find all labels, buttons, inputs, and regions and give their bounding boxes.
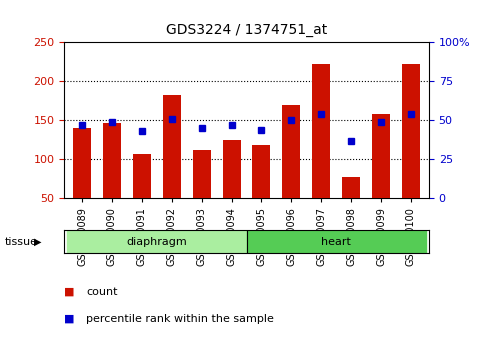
Bar: [252, 145, 271, 198]
Text: percentile rank within the sample: percentile rank within the sample: [86, 314, 274, 324]
Bar: [372, 114, 390, 198]
Text: ▶: ▶: [34, 236, 41, 247]
Text: heart: heart: [321, 236, 351, 247]
Bar: [282, 105, 300, 198]
Text: ■: ■: [64, 287, 74, 297]
Bar: [312, 64, 330, 198]
Bar: [246, 230, 426, 253]
Text: count: count: [86, 287, 118, 297]
Bar: [222, 140, 241, 198]
Bar: [402, 64, 420, 198]
Bar: [133, 154, 151, 198]
Text: ■: ■: [64, 314, 74, 324]
Bar: [193, 150, 211, 198]
Text: GDS3224 / 1374751_at: GDS3224 / 1374751_at: [166, 23, 327, 37]
Bar: [163, 96, 181, 198]
Bar: [342, 177, 360, 198]
Bar: [103, 123, 121, 198]
Text: diaphragm: diaphragm: [126, 236, 187, 247]
Text: tissue: tissue: [5, 236, 38, 247]
Bar: [67, 230, 246, 253]
Bar: [73, 128, 91, 198]
